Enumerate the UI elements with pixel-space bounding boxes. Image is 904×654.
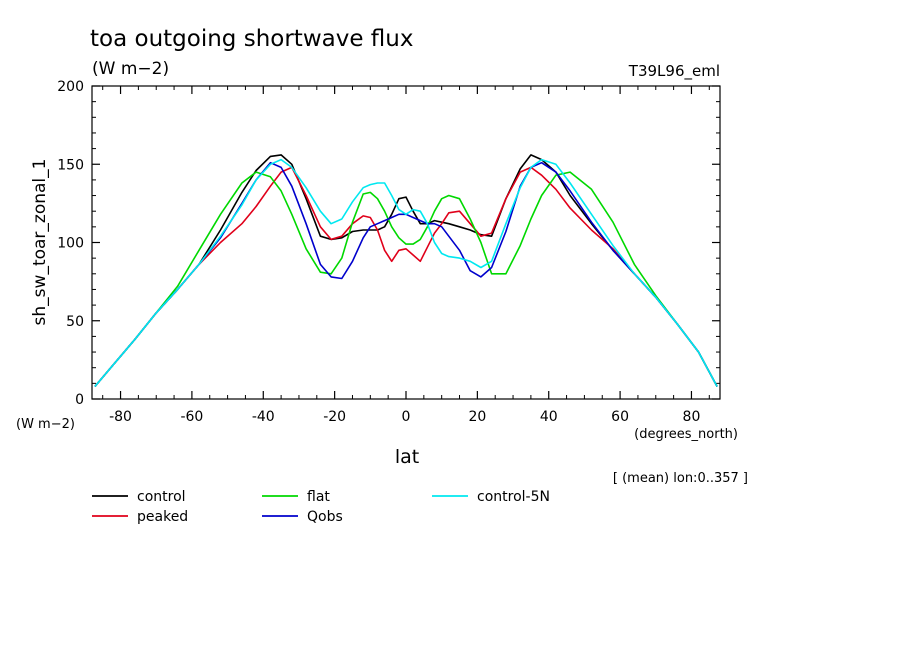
experiment-label: T39L96_eml xyxy=(628,62,720,81)
chart-title: toa outgoing shortwave flux xyxy=(90,26,413,52)
legend-label: peaked xyxy=(137,509,188,525)
x-tick-label: 0 xyxy=(402,409,411,425)
x-axis-label: lat xyxy=(395,446,419,468)
x-tick-label: -40 xyxy=(252,409,275,425)
legend-label: Qobs xyxy=(307,509,343,525)
tick-labels: -80 -60 -40 -20 0 20 40 60 80 0 50 100 150 200 xyxy=(57,79,700,425)
y-tick-label: 0 xyxy=(75,392,84,408)
series-lines xyxy=(94,154,718,388)
x-tick-label: -60 xyxy=(180,409,203,425)
x-tick-label: -20 xyxy=(323,409,346,425)
y-tick-label: 200 xyxy=(57,79,84,95)
y-axis-units: (W m−2) xyxy=(16,417,75,432)
x-tick-label: 20 xyxy=(468,409,486,425)
x-tick-label: 80 xyxy=(683,409,701,425)
major-ticks xyxy=(92,85,720,400)
legend-label: control xyxy=(137,489,186,505)
subset-note: [ (mean) lon:0..357 ] xyxy=(613,471,748,486)
x-axis-units: (degrees_north) xyxy=(634,427,738,442)
plot-frame xyxy=(91,85,721,400)
x-tick-label: 60 xyxy=(611,409,629,425)
y-tick-label: 100 xyxy=(57,236,84,252)
legend-label: flat xyxy=(307,489,330,505)
x-tick-label: -80 xyxy=(109,409,132,425)
y-axis-label: sh_sw_toar_zonal_1 xyxy=(30,159,50,326)
series-line-control-5n xyxy=(94,158,718,388)
x-tick-label: 40 xyxy=(540,409,558,425)
legend: control peaked flat Qobs control-5N xyxy=(92,489,550,525)
legend-label: control-5N xyxy=(477,489,550,505)
series-line-peaked xyxy=(94,166,718,388)
minor-ticks xyxy=(92,86,720,399)
y-tick-label: 150 xyxy=(57,157,84,173)
y-tick-label: 50 xyxy=(66,314,84,330)
series-line-qobs xyxy=(94,161,718,388)
chart-units-label: (W m−2) xyxy=(92,59,169,79)
series-line-flat xyxy=(94,171,718,388)
series-line-control xyxy=(94,154,718,388)
